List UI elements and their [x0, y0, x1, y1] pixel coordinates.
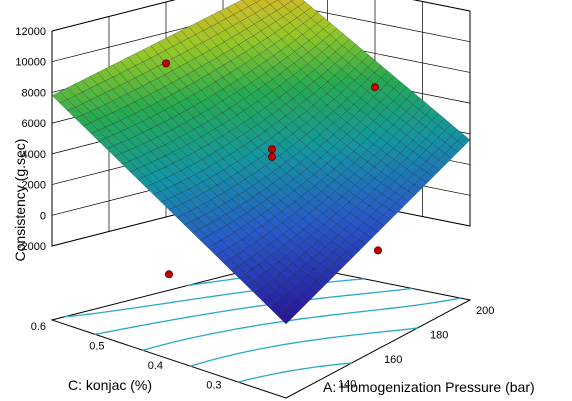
design-point	[374, 247, 381, 254]
design-point	[268, 153, 275, 160]
z-tick-label: 6000	[22, 118, 46, 130]
x-tick-label: 160	[384, 354, 402, 366]
design-point	[371, 84, 378, 91]
z-axis-label: Consistency (g.sec)	[12, 139, 28, 262]
z-tick-label: 8000	[22, 87, 46, 99]
x-tick-label: 200	[476, 305, 494, 317]
y-axis-label: C: konjac (%)	[68, 377, 152, 393]
z-tick-label: 12000	[15, 26, 46, 38]
design-point	[162, 60, 169, 67]
y-tick-label: 0.5	[89, 341, 104, 353]
y-tick-label: 0.6	[31, 321, 46, 333]
design-point	[268, 146, 275, 153]
x-tick-label: 180	[430, 330, 448, 342]
x-axis-label: A: Homogenization Pressure (bar)	[323, 379, 535, 395]
z-tick-label: 0	[40, 210, 46, 222]
response-surface	[52, 0, 470, 324]
z-tick-label: 10000	[15, 57, 46, 69]
y-tick-label: 0.4	[148, 360, 163, 372]
y-tick-label: 0.3	[206, 380, 221, 392]
design-point	[165, 271, 172, 278]
